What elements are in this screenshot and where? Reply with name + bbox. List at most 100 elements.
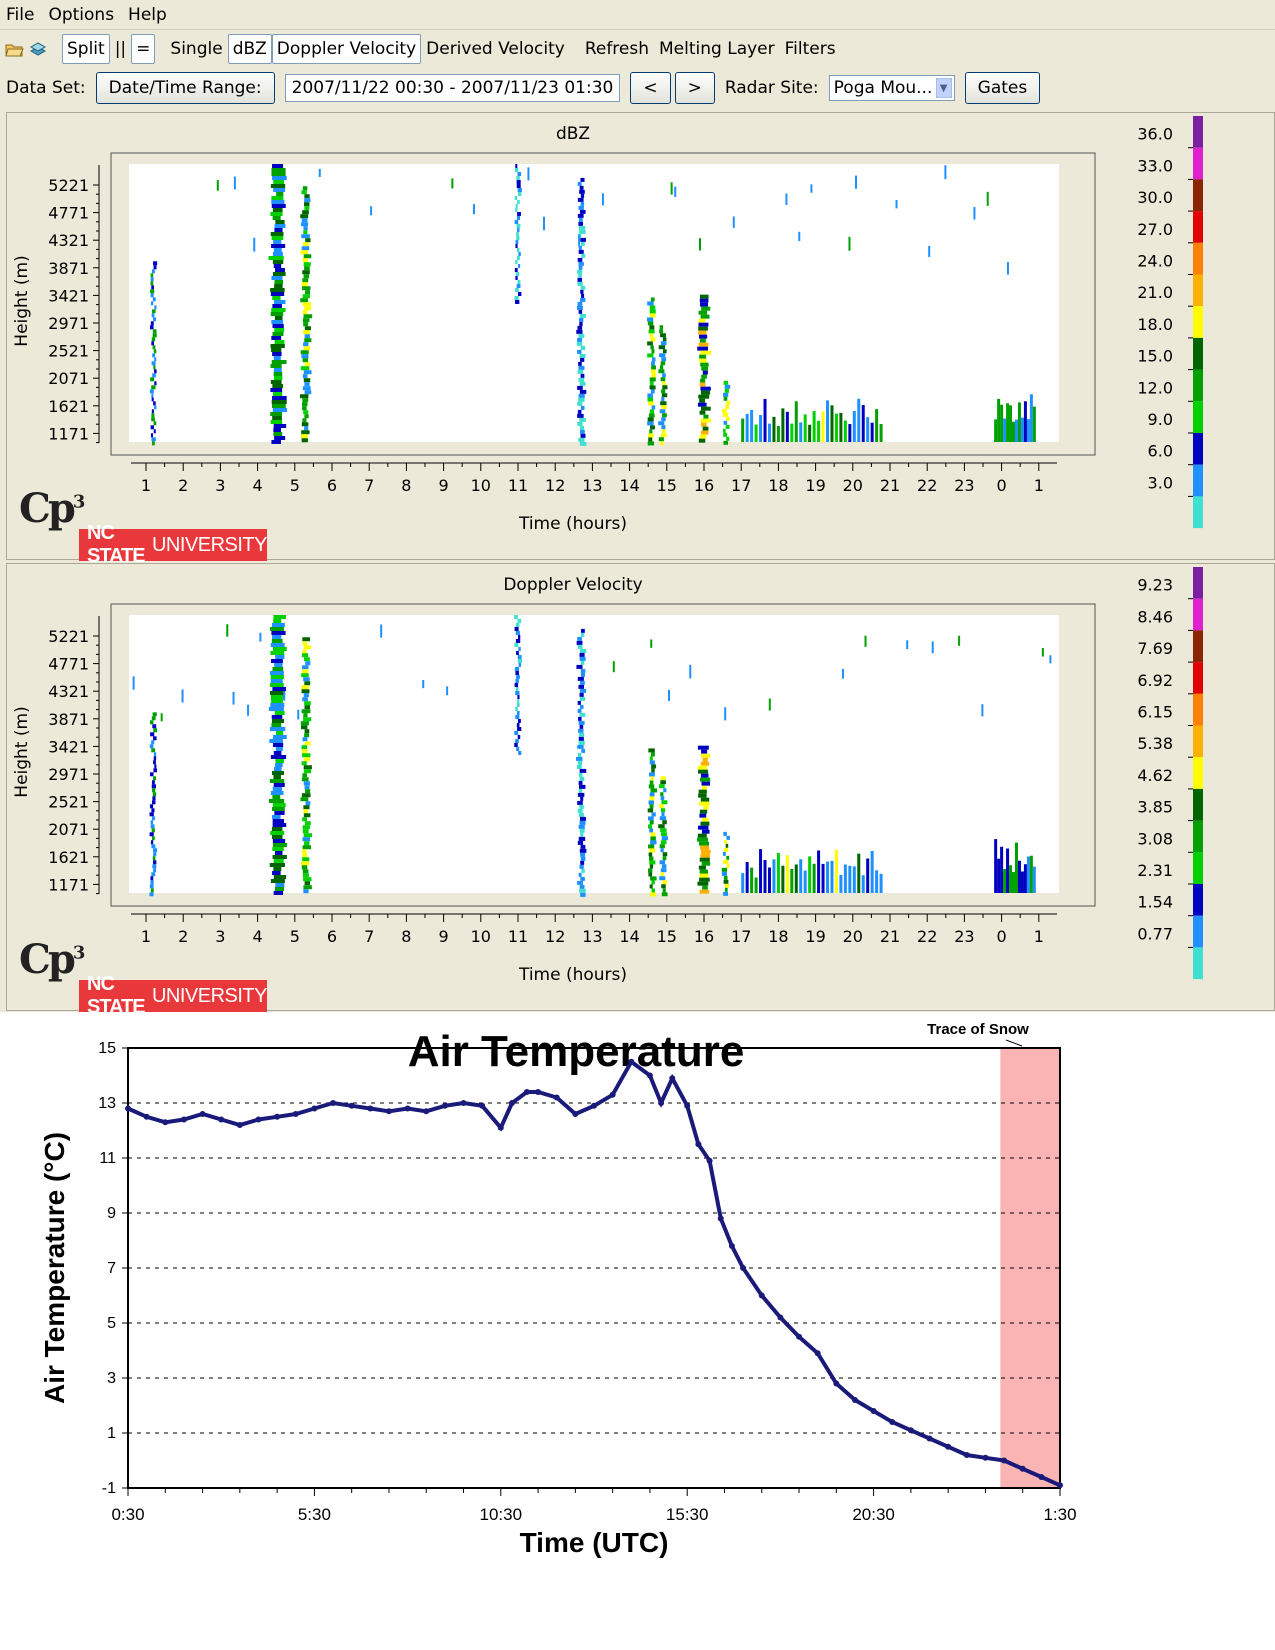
radar-echo-cell (270, 380, 282, 384)
menu-file[interactable]: File (6, 4, 35, 25)
radar-echo-cell (662, 381, 666, 386)
radar-echo-cell (305, 290, 311, 295)
radar-echo-cell (662, 429, 666, 434)
open-folder-icon[interactable] (4, 39, 24, 59)
radar-echo-cell (650, 425, 656, 430)
radar-echo-cell (697, 833, 707, 838)
radar-echo-cell (273, 428, 281, 432)
radar-echo-cell (271, 400, 287, 404)
radar-echo-cell (151, 393, 154, 398)
radar-echo-cell (515, 208, 518, 212)
radar-echo-cell (794, 401, 798, 442)
radar-echo-cell (305, 789, 311, 794)
radar-echo-cell (647, 393, 653, 398)
radar-speck (318, 168, 321, 177)
radar-echo-cell (580, 704, 584, 709)
radar-echo-cell (270, 659, 283, 663)
temperature-point (523, 1089, 530, 1095)
filters-button[interactable]: Filters (784, 39, 836, 59)
menu-options[interactable]: Options (48, 4, 115, 25)
y-tick-label: 5 (107, 1315, 116, 1332)
radar-echo-cell (516, 675, 520, 679)
radar-echo-cell (269, 779, 285, 783)
x-tick-label: 18 (768, 927, 788, 946)
radar-speck (232, 691, 235, 705)
radar-echo-cell (271, 715, 283, 719)
menu-help[interactable]: Help (128, 4, 167, 25)
y-tick-label: 1171 (48, 424, 89, 443)
x-tick-label: 3 (215, 927, 225, 946)
layers-icon[interactable] (28, 39, 48, 59)
radar-echo-cell (852, 410, 856, 442)
horizontal-split-button[interactable]: = (131, 34, 156, 64)
radar-echo-cell (580, 668, 586, 673)
radar-echo-cell (150, 425, 155, 430)
radar-echo-cell (808, 856, 812, 893)
refresh-button[interactable]: Refresh (584, 39, 650, 59)
radar-speck (132, 676, 135, 690)
temperature-point (404, 1105, 411, 1112)
derived-velocity-button[interactable]: Derived Velocity (426, 39, 565, 59)
radar-echo-cell (651, 373, 657, 378)
temperature-point (777, 1314, 784, 1321)
dbz-button[interactable]: dBZ (227, 34, 272, 64)
radar-echo-cell (834, 413, 838, 442)
radar-echo-cell (648, 329, 655, 334)
radar-echo-cell (151, 417, 155, 422)
radar-echo-cell (150, 289, 155, 294)
temperature-point (162, 1119, 169, 1126)
radar-echo-cell (781, 408, 785, 442)
radar-echo-cell (741, 418, 745, 442)
radar-speck (864, 635, 867, 647)
radar-echo-cell (515, 687, 519, 691)
previous-button[interactable]: < (630, 72, 671, 104)
radar-echo-cell (272, 847, 284, 851)
radar-echo-cell (726, 855, 730, 860)
split-button[interactable]: Split (62, 34, 110, 64)
radar-echo-cell (514, 743, 518, 747)
y-tick-label: 2971 (48, 765, 89, 784)
color-scale-label: 18.0 (1137, 315, 1173, 334)
radar-echo-cell (515, 204, 518, 208)
radar-echo-cell (304, 705, 310, 710)
radar-echo-cell (271, 719, 285, 723)
radar-echo-cell (799, 859, 803, 893)
x-tick-label: 23 (954, 927, 974, 946)
color-scale-label: 9.0 (1148, 410, 1173, 429)
single-button[interactable]: Single (170, 39, 223, 59)
radar-echo-cell (649, 377, 656, 382)
annotation-pointer (1005, 1039, 1023, 1047)
radar-echo-cell (1023, 401, 1027, 442)
date-range-field[interactable]: 2007/11/22 00:30 - 2007/11/23 01:30 (284, 74, 621, 102)
doppler-velocity-button[interactable]: Doppler Velocity (271, 34, 422, 64)
radar-echo-cell (577, 301, 583, 306)
y-tick-label: 13 (98, 1095, 116, 1112)
radar-echo-cell (150, 876, 154, 881)
radar-echo-cell (515, 244, 518, 248)
x-tick-label: 10 (471, 476, 491, 495)
radar-echo-cell (700, 314, 710, 319)
radar-echo-cell (857, 398, 861, 442)
vertical-split-button[interactable]: || (114, 39, 127, 59)
x-tick-label: 4 (253, 927, 263, 946)
radar-echo-cell (580, 357, 585, 362)
gates-button[interactable]: Gates (964, 72, 1041, 104)
color-scale-label: 27.0 (1137, 220, 1173, 239)
next-button[interactable]: > (674, 72, 715, 104)
melting-layer-button[interactable]: Melting Layer (659, 39, 775, 59)
radar-echo-cell (303, 274, 309, 279)
radar-echo-cell (303, 242, 309, 247)
date-time-range-button[interactable]: Date/Time Range: (95, 72, 275, 104)
radar-echo-cell (304, 194, 310, 199)
chevron-down-icon[interactable]: ▼ (935, 78, 952, 98)
radar-echo-cell (661, 405, 667, 410)
color-scale-label: 30.0 (1137, 188, 1173, 207)
radar-echo-cell (153, 317, 157, 322)
radar-echo-cell (270, 675, 284, 679)
radar-site-select[interactable]: Poga Mou... ▼ (828, 75, 955, 101)
radar-echo-cell (650, 876, 657, 881)
radar-echo-cell (580, 632, 585, 637)
radar-echo-cell (698, 769, 709, 774)
radar-echo-cell (661, 864, 667, 869)
